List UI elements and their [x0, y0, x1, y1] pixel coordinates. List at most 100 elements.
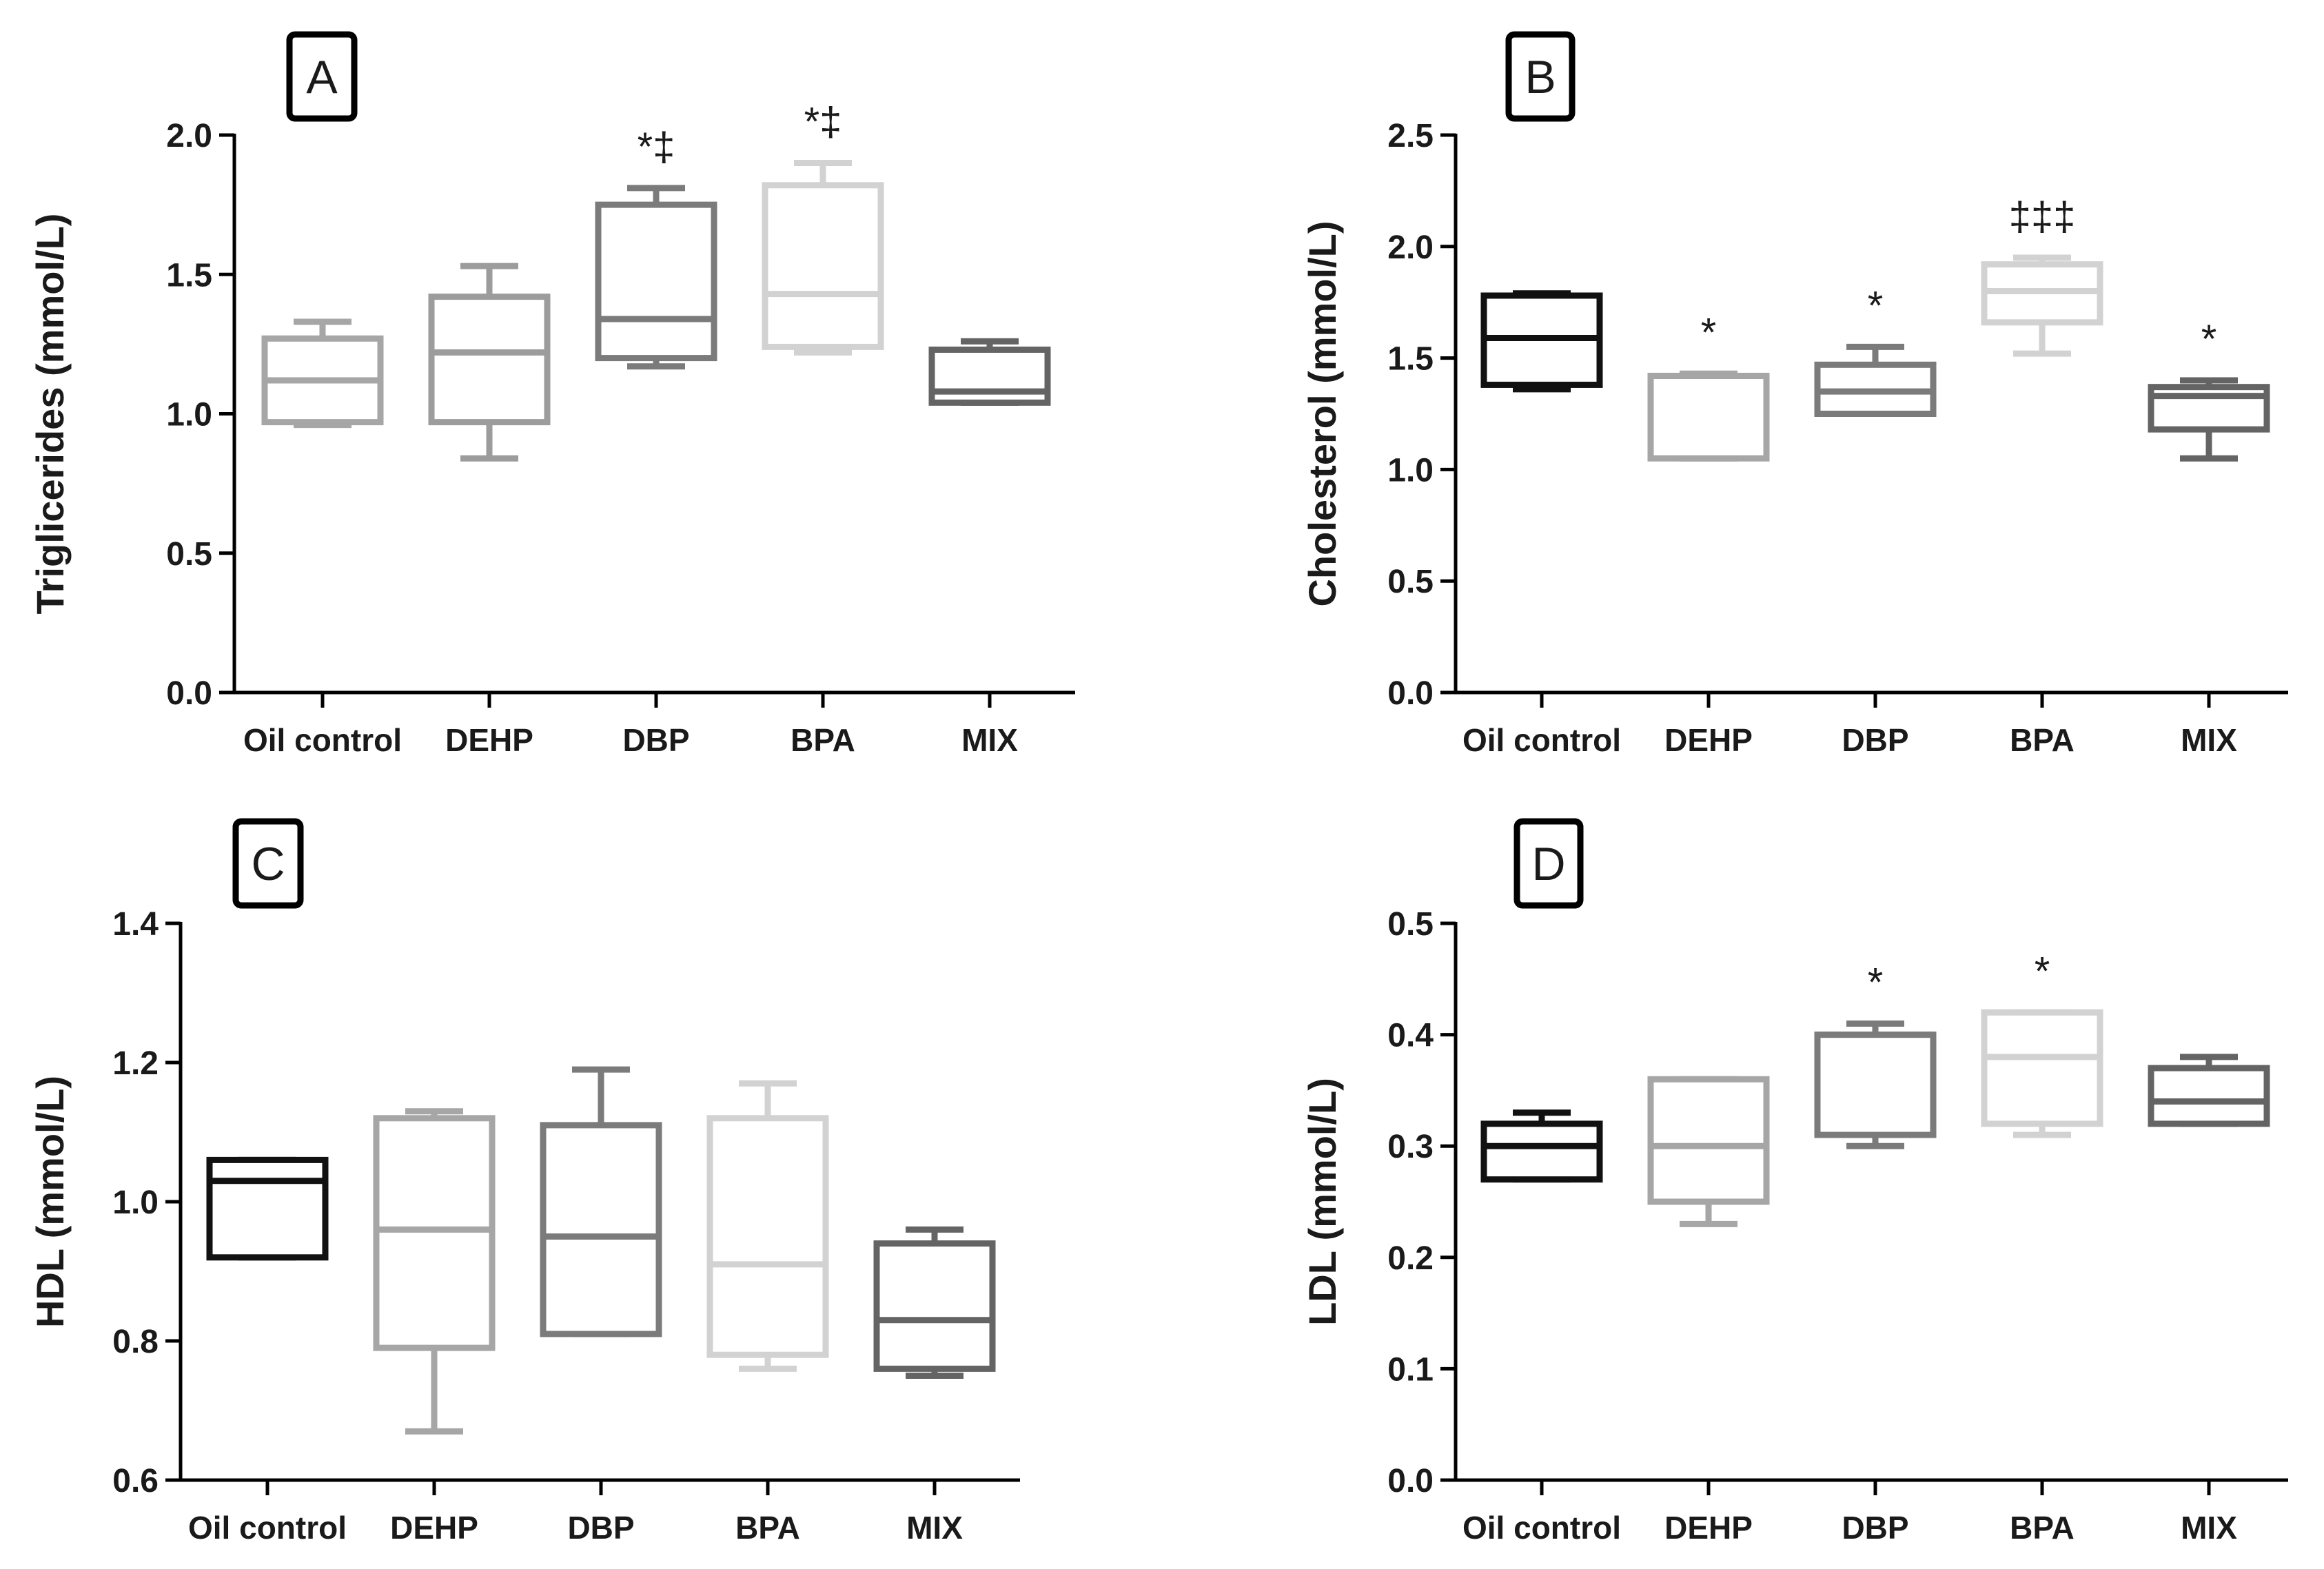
box-plot-oil-control: [206, 1156, 329, 1261]
y-tick-label: 0.3: [1387, 1129, 1434, 1165]
y-tick-label: 1.2: [112, 1045, 159, 1082]
x-tick-label: DEHP: [445, 722, 533, 758]
y-tick-label: 0.5: [1387, 564, 1434, 600]
y-tick-label: 1.5: [166, 257, 212, 294]
panel-d-chart: D 0.0 0.1 0.2 0.3 0.4 0.5 LDL (mmol/L) Oil contr…: [1301, 818, 2288, 1546]
x-tick-label: MIX: [961, 722, 1018, 758]
x-tick-label: DEHP: [390, 1510, 478, 1546]
significance-annotation: *‡: [804, 99, 842, 144]
iqr-box: [928, 346, 1051, 406]
box-plot-bpa: [762, 159, 884, 356]
y-tick-label: 0.8: [112, 1324, 159, 1360]
box-plot-oil-control: [1480, 1109, 1603, 1183]
y-axis-title: Triglicerides (mmol/L): [28, 214, 72, 615]
y-tick-label: 1.0: [112, 1185, 159, 1221]
panel-label: C: [251, 838, 285, 890]
iqr-box: [706, 1115, 829, 1358]
box-plot-dehp: [1647, 1076, 1770, 1227]
x-tick-label: BPA: [735, 1510, 800, 1546]
box-plot-mix: [928, 338, 1051, 406]
panel-a-chart: A 0.0 0.5 1.0 1.5 2.0 Triglicerides (mmol/L) Oi…: [28, 31, 1075, 758]
y-tick-label: 0.5: [1387, 906, 1434, 943]
significance-annotation: *: [2035, 949, 2050, 994]
box-plot-dbp: [595, 185, 717, 370]
iqr-box: [1647, 372, 1770, 462]
y-tick-label: 0.0: [1387, 675, 1434, 712]
panel-label: A: [306, 51, 338, 103]
x-tick-label: DBP: [622, 722, 689, 758]
significance-annotation: *‡: [638, 125, 675, 170]
y-tick-label: 0.6: [112, 1463, 159, 1499]
box-plot-dbp: [1814, 343, 1937, 417]
box-plot-mix: [2148, 1054, 2270, 1127]
iqr-box: [540, 1122, 662, 1337]
significance-annotation: *: [2201, 317, 2217, 362]
x-tick-label: Oil control: [1462, 722, 1621, 758]
iqr-box: [1814, 1032, 1937, 1138]
box-plot-dehp: [373, 1108, 496, 1435]
y-tick-label: 1.0: [1387, 452, 1434, 489]
panel-label: D: [1531, 838, 1565, 890]
iqr-box: [873, 1240, 996, 1372]
iqr-box: [428, 294, 551, 426]
x-tick-label: DEHP: [1664, 1510, 1753, 1546]
y-tick-label: 0.5: [166, 536, 212, 573]
y-axis-title: Cholesterol (mmol/L): [1301, 221, 1344, 606]
y-tick-label: 0.1: [1387, 1351, 1434, 1388]
x-tick-label: DBP: [567, 1510, 634, 1546]
panel-label-box: [1505, 31, 1576, 122]
significance-annotation: *: [1701, 310, 1717, 355]
iqr-box: [762, 182, 884, 350]
iqr-box: [1647, 1076, 1770, 1205]
iqr-box: [1981, 1009, 2103, 1127]
panel-label-box: [1513, 818, 1584, 909]
panel-c-chart: C 0.6 0.8 1.0 1.2 1.4 HDL (mmol/L) Oil control D…: [28, 818, 1020, 1546]
box-plot-oil-control: [1480, 290, 1603, 393]
y-tick-label: 0.4: [1387, 1018, 1434, 1054]
box-plot-bpa: [706, 1080, 829, 1372]
significance-annotation: *: [1868, 960, 1884, 1005]
box-plot-mix: [2148, 377, 2270, 462]
significance-annotation: ‡‡‡: [2009, 194, 2076, 239]
x-tick-label: BPA: [791, 722, 855, 758]
y-tick-label: 1.5: [1387, 341, 1434, 378]
y-axis-title: HDL (mmol/L): [28, 1076, 72, 1328]
y-tick-label: 0.0: [166, 675, 212, 712]
x-tick-label: BPA: [2010, 1510, 2075, 1546]
x-tick-label: MIX: [2181, 1510, 2237, 1546]
x-tick-label: Oil control: [188, 1510, 347, 1546]
significance-annotation: *: [1868, 283, 1884, 328]
panel-label-box: [232, 818, 304, 909]
y-tick-label: 0.2: [1387, 1240, 1434, 1277]
y-tick-label: 0.0: [1387, 1463, 1434, 1499]
box-plot-dbp: [1814, 1020, 1937, 1149]
y-tick-label: 1.0: [166, 397, 212, 433]
panel-b-chart: B 0.0 0.5 1.0 1.5 2.0 2.5 Cholesterol (mmol/L) O…: [1301, 31, 2288, 758]
y-axis-title: LDL (mmol/L): [1301, 1078, 1344, 1326]
box-plot-mix: [873, 1226, 996, 1379]
iqr-box: [206, 1156, 329, 1261]
x-tick-label: MIX: [2181, 722, 2237, 758]
box-plot-bpa: [1981, 254, 2103, 357]
x-tick-label: Oil control: [243, 722, 402, 758]
box-plot-bpa: [1981, 1009, 2103, 1138]
x-tick-label: DEHP: [1664, 722, 1753, 758]
box-plot-dehp: [1647, 370, 1770, 462]
x-tick-label: DBP: [1842, 722, 1908, 758]
iqr-box: [373, 1115, 496, 1351]
iqr-box: [595, 201, 717, 362]
box-plot-dehp: [428, 263, 551, 462]
x-tick-label: BPA: [2010, 722, 2075, 758]
iqr-box: [1480, 1120, 1603, 1183]
iqr-box: [2148, 1065, 2270, 1127]
y-tick-label: 2.0: [166, 118, 212, 154]
x-tick-label: MIX: [906, 1510, 963, 1546]
y-tick-label: 2.0: [1387, 229, 1434, 266]
x-tick-label: Oil control: [1462, 1510, 1621, 1546]
panel-label-box: [286, 31, 358, 122]
y-tick-label: 1.4: [112, 906, 159, 943]
x-tick-label: DBP: [1842, 1510, 1908, 1546]
box-plot-oil-control: [261, 318, 384, 429]
panel-label: B: [1525, 51, 1556, 103]
